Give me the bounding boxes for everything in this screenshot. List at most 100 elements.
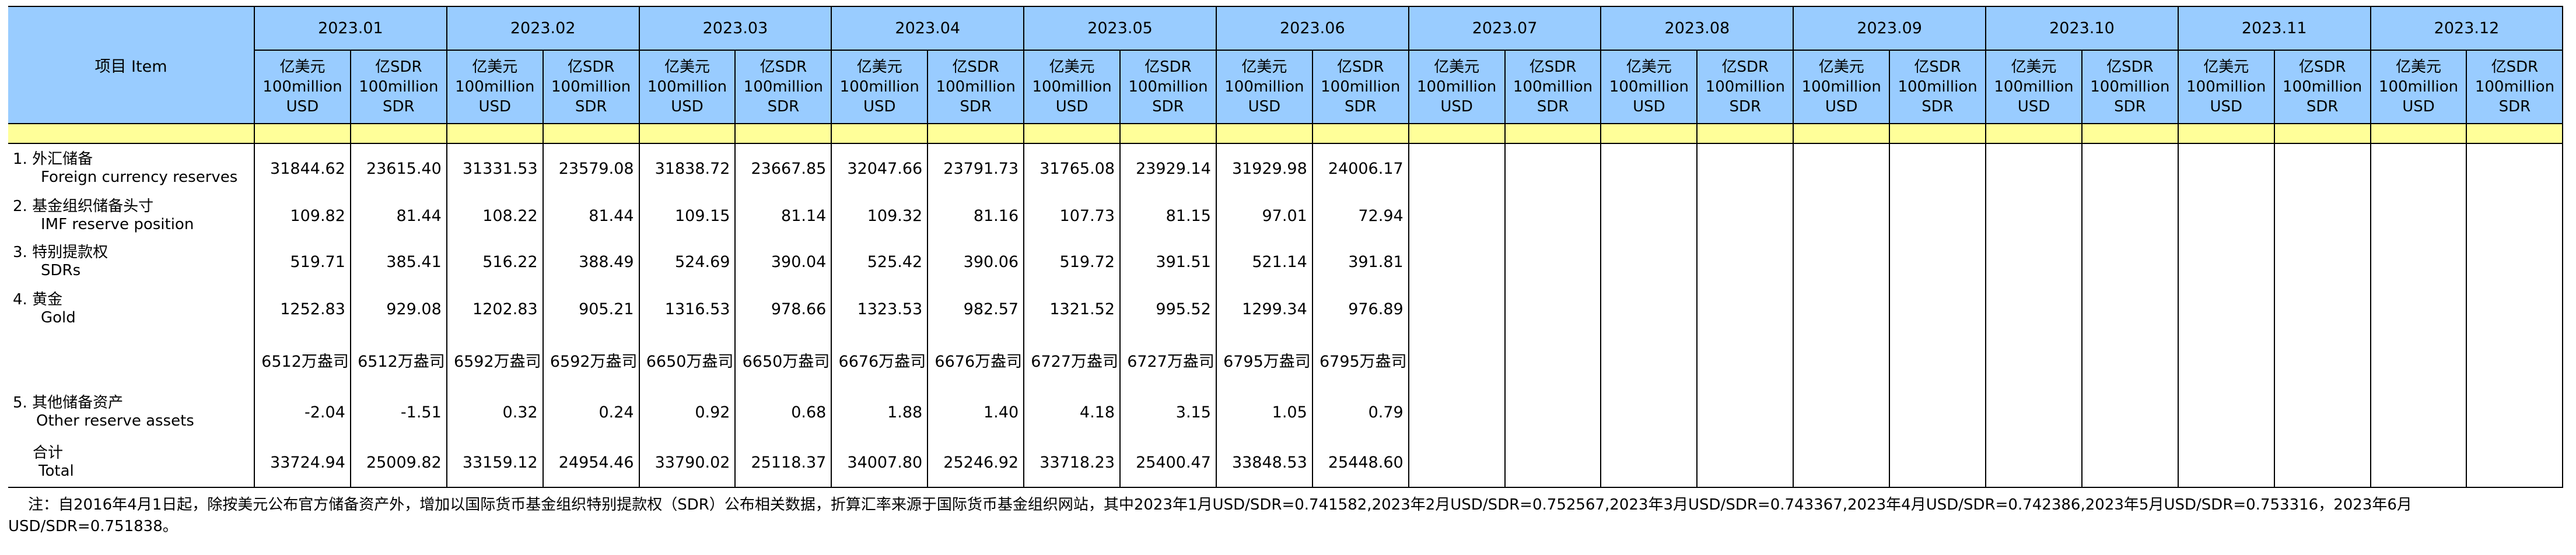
value-cell: [2177, 143, 2275, 193]
value-cell: 524.69: [638, 238, 736, 285]
unit-code: SDR: [2114, 98, 2146, 115]
value-cell: 6676万盎司: [831, 333, 929, 387]
unit-en: 100million: [2474, 78, 2555, 96]
unit-cn: 亿SDR: [2298, 58, 2346, 76]
band-cell: [2466, 124, 2564, 143]
unit-code: USD: [671, 98, 704, 115]
unit-header-usd: 亿美元 100million USD: [1408, 50, 1506, 124]
value-cell: 391.81: [1311, 238, 1409, 285]
footnote-line-2: USD/SDR=0.751838。: [8, 518, 178, 535]
value-cell: [2370, 387, 2468, 438]
value-cell: 25448.60: [1311, 438, 1409, 487]
band-cell: [2273, 124, 2371, 143]
unit-en: 100million: [2283, 78, 2362, 96]
value-cell: [1504, 238, 1602, 285]
unit-code: SDR: [575, 98, 607, 115]
value-cell: [2177, 238, 2275, 285]
value-cell: [1600, 285, 1698, 333]
unit-header-sdr: 亿SDR 100million SDR: [542, 50, 640, 124]
value-cell: 81.14: [734, 193, 832, 238]
value-cell: [2273, 285, 2371, 333]
value-cell: [2466, 438, 2564, 487]
table-row: 3. 特别提款权 SDRs 519.71 385.41 516.22 388.49 524.…: [8, 238, 2564, 285]
row-label-cn: 3. 特别提款权: [13, 244, 108, 261]
unit-cn: 亿美元: [1049, 58, 1095, 76]
value-cell: 516.22: [446, 238, 544, 285]
value-cell: 23579.08: [542, 143, 640, 193]
band-cell: [1985, 124, 2082, 143]
unit-code: USD: [2017, 98, 2050, 115]
value-cell: [1696, 238, 1794, 285]
unit-cn: 亿美元: [2396, 58, 2442, 76]
value-cell: 33718.23: [1023, 438, 1121, 487]
value-cell: [2177, 285, 2275, 333]
value-cell: [2370, 438, 2468, 487]
value-cell: [1600, 143, 1698, 193]
value-cell: 521.14: [1215, 238, 1313, 285]
value-cell: [2370, 238, 2468, 285]
value-cell: [2370, 285, 2468, 333]
unit-header-usd: 亿美元 100million USD: [1793, 50, 1891, 124]
value-cell: [1889, 438, 1987, 487]
value-cell: [1793, 387, 1891, 438]
unit-en: 100million: [2378, 78, 2459, 96]
value-cell: [2466, 238, 2564, 285]
value-cell: 25118.37: [734, 438, 832, 487]
value-cell: 6512万盎司: [254, 333, 351, 387]
unit-code: SDR: [383, 98, 415, 115]
value-cell: 32047.66: [831, 143, 929, 193]
table-row: 2. 基金组织储备头寸 IMF reserve position 109.82 81.…: [8, 193, 2564, 238]
row-label-en: Other reserve assets: [36, 412, 194, 430]
band-cell: [1793, 124, 1891, 143]
value-cell: 3.15: [1119, 387, 1217, 438]
unit-cn: 亿美元: [2203, 58, 2249, 76]
value-cell: [2081, 387, 2179, 438]
value-cell: [1793, 333, 1891, 387]
value-cell: 31844.62: [254, 143, 351, 193]
unit-cn: 亿美元: [1626, 58, 1672, 76]
band-cell: [446, 124, 544, 143]
unit-en: 100million: [1994, 78, 2074, 96]
unit-code: SDR: [2306, 98, 2339, 115]
unit-en: 100million: [262, 78, 342, 96]
value-cell: [1985, 387, 2082, 438]
value-cell: [2177, 333, 2275, 387]
value-cell: [1793, 285, 1891, 333]
unit-en: 100million: [1513, 78, 1593, 96]
row-label-en: Foreign currency reserves: [41, 168, 238, 186]
band-cell: [2081, 124, 2179, 143]
unit-header-usd: 亿美元 100million USD: [254, 50, 351, 124]
unit-en: 100million: [1705, 78, 1785, 96]
unit-code: SDR: [1729, 98, 1762, 115]
value-cell: [1985, 193, 2082, 238]
unit-cn: 亿SDR: [952, 58, 999, 76]
value-cell: [2370, 193, 2468, 238]
month-header: 2023.10: [1985, 6, 2179, 51]
unit-cn: 亿SDR: [375, 58, 422, 76]
value-cell: 0.68: [734, 387, 832, 438]
unit-code: USD: [286, 98, 319, 115]
unit-header-sdr: 亿SDR 100million SDR: [349, 50, 447, 124]
value-cell: [2273, 387, 2371, 438]
unit-cn: 亿美元: [279, 58, 326, 76]
month-header: 2023.02: [446, 6, 640, 51]
value-cell: [1696, 193, 1794, 238]
value-cell: [1696, 143, 1794, 193]
value-cell: [1600, 438, 1698, 487]
value-cell: 33790.02: [638, 438, 736, 487]
unit-en: 100million: [455, 78, 535, 96]
month-header: 2023.06: [1215, 6, 1409, 51]
value-cell: 905.21: [542, 285, 640, 333]
row-label-en: SDRs: [41, 262, 81, 279]
value-cell: 81.15: [1119, 193, 1217, 238]
value-cell: 978.66: [734, 285, 832, 333]
value-cell: [2177, 438, 2275, 487]
row-label-en: Gold: [41, 309, 76, 326]
row-label: 5. 其他储备资产 Other reserve assets: [8, 387, 255, 438]
unit-code: USD: [1248, 98, 1281, 115]
value-cell: [1889, 238, 1987, 285]
value-cell: 31838.72: [638, 143, 736, 193]
value-cell: [1985, 438, 2082, 487]
month-header: 2023.03: [638, 6, 832, 51]
value-cell: 982.57: [927, 285, 1025, 333]
